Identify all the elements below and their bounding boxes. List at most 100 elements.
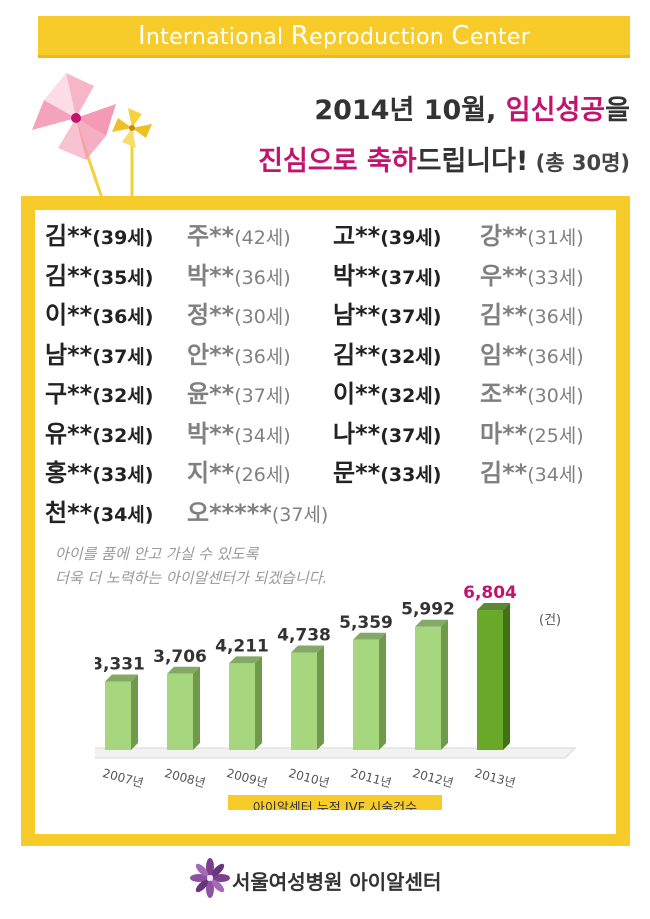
patient-age: (37세) <box>380 266 442 289</box>
patient-age: (31세) <box>527 227 584 249</box>
banner-cap-1: I <box>137 20 146 51</box>
patient-entry: 유**(32세) <box>45 414 153 449</box>
patient-entry: 구**(32세) <box>45 374 153 409</box>
patient-age: (42세) <box>234 227 291 249</box>
banner-cap-3: C <box>451 20 470 51</box>
patient-entry: 김**(35세) <box>45 256 153 291</box>
patient-age: (35세) <box>92 266 154 289</box>
pinwheel-illustration <box>32 73 152 199</box>
bar-value-label: 4,211 <box>215 636 269 656</box>
patient-entry: 김**(32세) <box>333 335 441 370</box>
patient-age: (32세) <box>92 385 154 407</box>
bar-top <box>291 645 324 653</box>
bar-value-label: 4,738 <box>277 626 331 646</box>
bar <box>105 681 131 750</box>
bar-side <box>193 666 200 750</box>
chart-floor <box>95 747 577 759</box>
content-panel: 김**(39세) 주**(42세) 고**(39세) 강**(31세) 김**(35세)… <box>21 196 630 846</box>
bar-top <box>229 656 262 664</box>
patient-entry: 남**(37세) <box>333 295 441 330</box>
patient-name: 천** <box>45 498 93 527</box>
patient-name: 홍** <box>45 459 93 487</box>
patient-age: (37세) <box>380 424 442 447</box>
headline-line-2: 진심으로 축하드립니다! (총 30명) <box>150 139 630 178</box>
bar-value-label: 3,706 <box>153 647 207 667</box>
ivf-bar-chart: 3,331 2007년 3,706 2008년 4,211 2009년 4,738 2010년… <box>95 583 577 810</box>
bar-top <box>477 603 510 611</box>
x-axis-label: 아이알센터 누적 IVF 시술건수 <box>253 801 417 810</box>
bar-value-label: 5,992 <box>401 600 455 620</box>
category-label: 2010년 <box>287 766 331 790</box>
patient-age: (37세) <box>234 385 291 407</box>
patient-entry: 이**(32세) <box>333 374 441 409</box>
commitment-caption: 아이를 품에 안고 가실 수 있도록 더욱 더 노력하는 아이알센터가 되겠습니… <box>55 542 455 590</box>
category-label: 2012년 <box>411 766 455 790</box>
patient-age: (37세) <box>380 306 442 328</box>
patient-name: 박** <box>187 419 235 448</box>
patient-name: 우** <box>480 261 528 290</box>
bar-side <box>379 632 386 750</box>
patient-entry: 오*****(37세) <box>187 493 328 528</box>
patient-entry: 조**(30세) <box>480 374 584 409</box>
patient-age: (37세) <box>271 503 329 526</box>
bar <box>353 639 379 750</box>
patient-entry: 지**(26세) <box>187 453 291 488</box>
bar-value-label: 5,359 <box>339 613 393 633</box>
patient-entry: 임**(36세) <box>480 335 584 370</box>
patient-age: (30세) <box>527 385 584 407</box>
patient-entry: 이**(36세) <box>45 295 153 330</box>
bar-value-label: 3,331 <box>95 654 145 674</box>
bar <box>415 626 441 750</box>
bar <box>291 652 317 750</box>
patient-name: 나** <box>333 419 381 448</box>
patient-name: 김** <box>480 459 528 487</box>
headline-highlight-congrats: 진심으로 축하 <box>258 146 417 177</box>
banner-cap-2: R <box>290 20 310 51</box>
patient-age: (33세) <box>380 464 442 486</box>
patient-age: (33세) <box>527 266 584 289</box>
headline-highlight-success: 임신성공 <box>505 95 606 126</box>
patient-name: 지** <box>187 459 235 487</box>
patient-age: (34세) <box>234 424 291 447</box>
bar-top <box>353 632 386 640</box>
patient-entry: 마**(25세) <box>480 414 584 449</box>
title-banner: International Reproduction Center <box>38 16 630 58</box>
patient-entry: 나**(37세) <box>333 414 441 449</box>
patient-name: 이** <box>45 301 93 329</box>
patient-age: (36세) <box>92 306 154 328</box>
patient-name: 고** <box>333 222 381 250</box>
patient-age: (36세) <box>234 345 291 368</box>
patient-name: 오***** <box>187 498 272 527</box>
bar-top <box>415 619 448 627</box>
patient-age: (32세) <box>92 424 154 447</box>
bar <box>229 663 255 750</box>
patient-entry: 김**(34세) <box>480 453 584 488</box>
category-label: 2013년 <box>473 766 517 790</box>
patient-entry: 김**(39세) <box>45 216 153 251</box>
patient-entry: 박**(37세) <box>333 256 441 291</box>
patient-entry: 고**(39세) <box>333 216 441 251</box>
banner-rest-3: enter <box>469 24 531 50</box>
bar <box>477 610 503 750</box>
bar-value-label: 6,804 <box>463 583 517 603</box>
patient-age: (30세) <box>234 306 291 328</box>
patient-name: 박** <box>333 261 381 290</box>
patient-age: (39세) <box>92 227 154 249</box>
patient-name: 남** <box>333 301 381 329</box>
flower-logo-icon <box>190 858 230 898</box>
patient-name: 김** <box>480 301 528 329</box>
bar-side <box>441 619 448 750</box>
patient-entry: 문**(33세) <box>333 453 441 488</box>
bar-side <box>317 645 324 750</box>
patient-name: 문** <box>333 459 381 487</box>
patient-name: 김** <box>333 340 381 369</box>
patient-entry: 윤**(37세) <box>187 374 291 409</box>
patient-entry: 안**(36세) <box>187 335 291 370</box>
patient-age: (36세) <box>527 345 584 368</box>
patient-name: 마** <box>480 419 528 448</box>
patient-entry: 강**(31세) <box>480 216 584 251</box>
bar-side <box>255 656 262 750</box>
unit-label: (건) <box>539 613 561 628</box>
category-label: 2009년 <box>225 766 269 790</box>
patient-name: 구** <box>45 380 93 408</box>
